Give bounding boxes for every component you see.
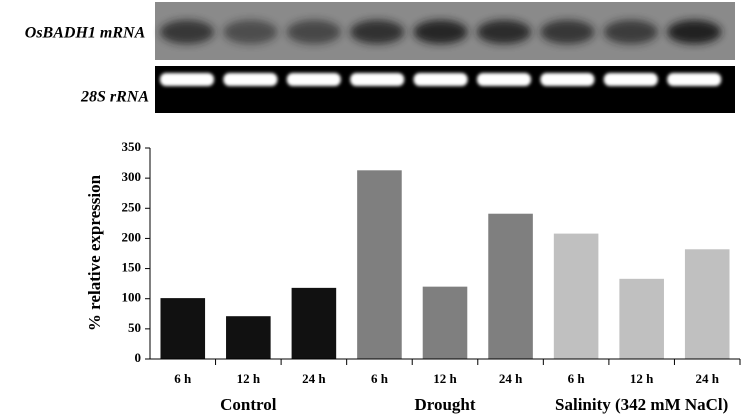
x-tick-label: 12 h <box>237 371 261 386</box>
bar <box>488 214 533 359</box>
mrna-band <box>287 20 341 44</box>
rrna-band <box>414 73 468 86</box>
y-tick-label: 150 <box>122 260 142 275</box>
bar <box>619 279 664 359</box>
mrna-band <box>540 20 594 44</box>
y-tick-label: 300 <box>122 169 142 184</box>
x-tick-label: 24 h <box>695 371 719 386</box>
group-label: Control <box>220 395 277 414</box>
group-label: Drought <box>414 395 475 414</box>
x-tick-label: 12 h <box>433 371 457 386</box>
x-tick-label: 24 h <box>302 371 326 386</box>
y-tick-label: 200 <box>122 229 142 244</box>
blot-label: 28S rRNA <box>80 89 149 106</box>
y-tick-label: 100 <box>122 290 142 305</box>
rrna-band <box>223 73 277 86</box>
bar <box>226 316 271 359</box>
bar <box>554 234 599 359</box>
mrna-band <box>414 20 468 44</box>
mrna-band <box>350 20 404 44</box>
bar <box>685 249 730 359</box>
y-tick-label: 50 <box>128 320 141 335</box>
mrna-band <box>160 20 214 44</box>
rrna-band <box>477 73 531 86</box>
blot-label: OsBADH1 mRNA <box>25 25 146 42</box>
rrna-band <box>350 73 404 86</box>
x-tick-label: 6 h <box>371 371 389 386</box>
bar <box>160 298 205 359</box>
rrna-band <box>540 73 594 86</box>
x-tick-label: 12 h <box>630 371 654 386</box>
rrna-band <box>667 73 721 86</box>
figure: OsBADH1 mRNA 28S rRNA % relative express… <box>0 0 751 419</box>
y-tick-label: 350 <box>122 139 142 154</box>
y-axis-label: % relative expression <box>85 174 104 331</box>
bar <box>423 287 468 359</box>
mrna-band <box>667 20 721 44</box>
mrna-band <box>477 20 531 44</box>
bar <box>357 170 402 359</box>
rrna-band <box>287 73 341 86</box>
bar <box>292 288 337 359</box>
y-tick-label: 250 <box>122 199 142 214</box>
rrna-band <box>604 73 658 86</box>
x-tick-label: 24 h <box>499 371 523 386</box>
mrna-band <box>604 20 658 44</box>
y-tick-label: 0 <box>135 350 142 365</box>
mrna-band <box>223 20 277 44</box>
rrna-band <box>160 73 214 86</box>
x-tick-label: 6 h <box>568 371 586 386</box>
group-label: Salinity (342 mM NaCl) <box>555 395 728 414</box>
x-tick-label: 6 h <box>174 371 192 386</box>
